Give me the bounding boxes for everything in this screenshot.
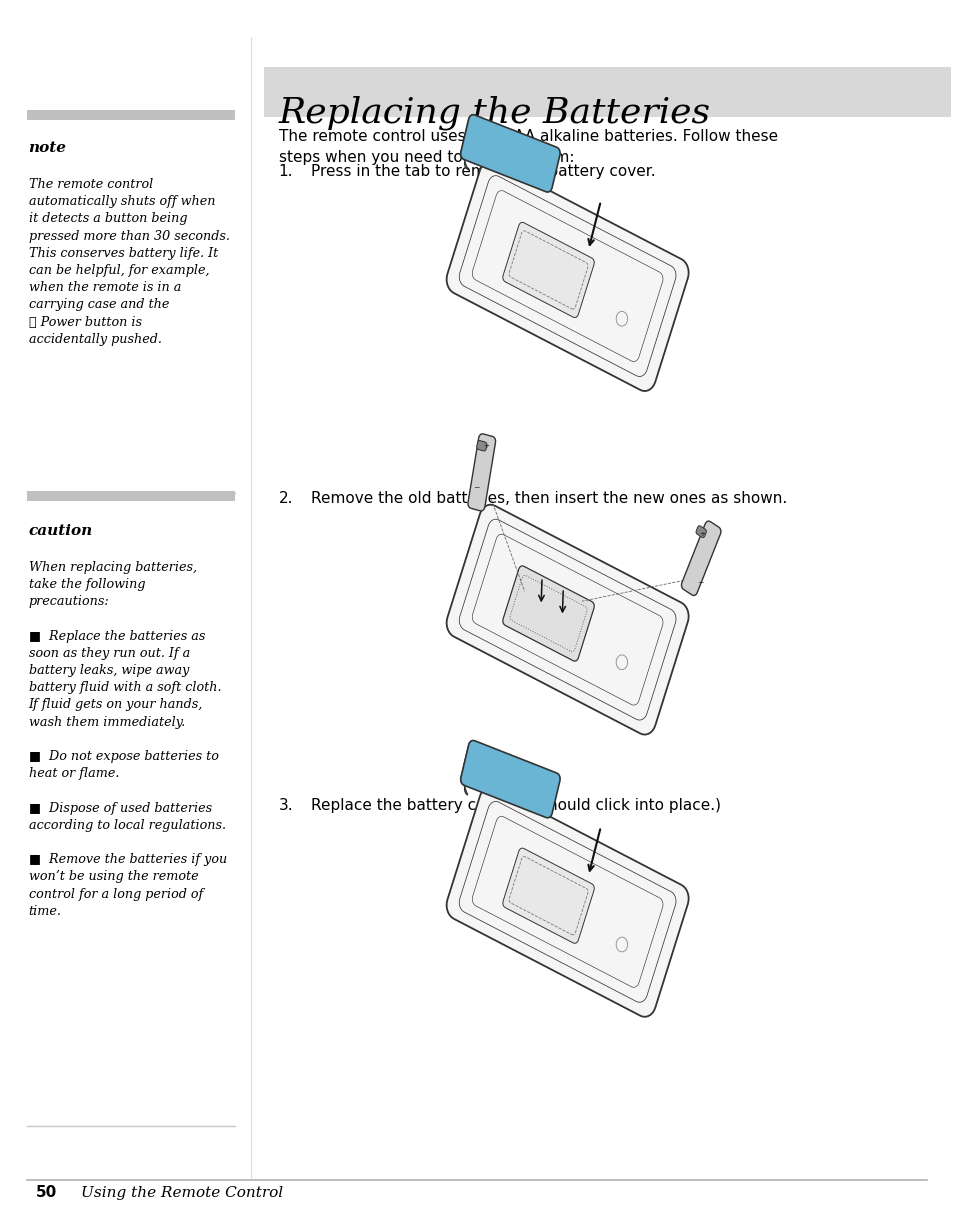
Text: Remove the old batteries, then insert the new ones as shown.: Remove the old batteries, then insert th… (311, 491, 786, 506)
Polygon shape (446, 787, 688, 1017)
Text: +: + (699, 531, 704, 536)
Text: 1.: 1. (278, 164, 293, 179)
Polygon shape (460, 114, 559, 193)
Polygon shape (446, 504, 688, 735)
Text: Replacing the Batteries: Replacing the Batteries (278, 96, 710, 130)
Text: +: + (482, 443, 489, 449)
Text: When replacing batteries,
take the following
precautions:

■  Replace the batter: When replacing batteries, take the follo… (29, 561, 227, 918)
Text: The remote control uses two AAA alkaline batteries. Follow these
steps when you : The remote control uses two AAA alkaline… (278, 129, 777, 166)
Text: 3.: 3. (278, 798, 293, 812)
Polygon shape (460, 740, 478, 795)
Text: Using the Remote Control: Using the Remote Control (81, 1187, 283, 1200)
Text: The remote control
automatically shuts off when
it detects a button being
presse: The remote control automatically shuts o… (29, 178, 230, 346)
Polygon shape (680, 521, 720, 595)
Text: −: − (473, 483, 479, 492)
FancyBboxPatch shape (27, 491, 234, 501)
Polygon shape (460, 114, 478, 169)
Polygon shape (502, 566, 594, 661)
Polygon shape (502, 848, 594, 944)
Text: −: − (697, 578, 702, 588)
Polygon shape (696, 525, 705, 537)
Polygon shape (460, 740, 559, 818)
FancyBboxPatch shape (27, 110, 234, 120)
Text: caution: caution (29, 524, 92, 537)
Polygon shape (502, 222, 594, 318)
Text: Press in the tab to remove the battery cover.: Press in the tab to remove the battery c… (311, 164, 655, 179)
Polygon shape (446, 161, 688, 391)
Polygon shape (476, 440, 486, 452)
Polygon shape (468, 434, 495, 510)
Text: Replace the battery cover. (It should click into place.): Replace the battery cover. (It should cl… (311, 798, 720, 812)
Text: 2.: 2. (278, 491, 293, 506)
FancyBboxPatch shape (264, 67, 950, 117)
Text: note: note (29, 141, 67, 155)
Text: 50: 50 (36, 1185, 57, 1200)
